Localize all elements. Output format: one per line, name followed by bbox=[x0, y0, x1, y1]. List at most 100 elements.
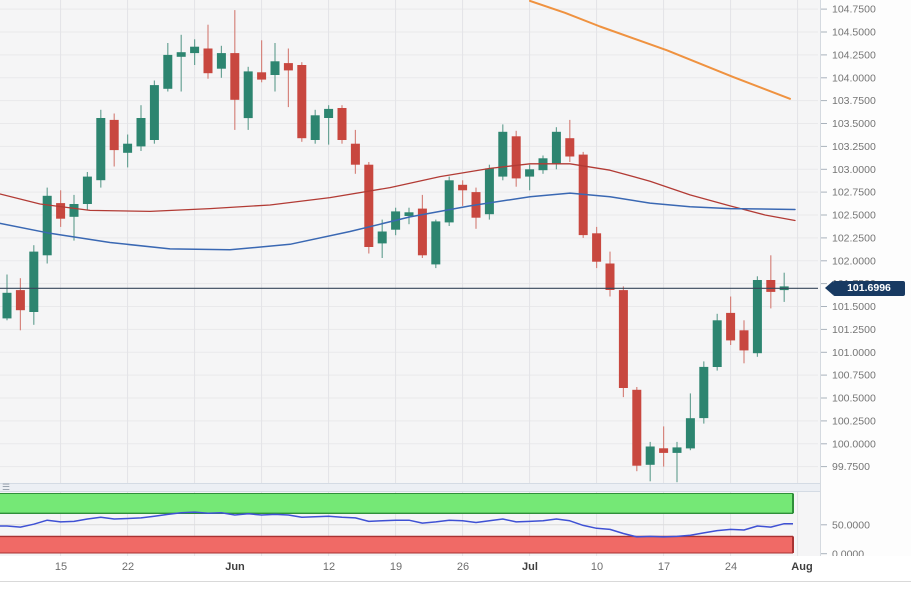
ma-blue-line bbox=[0, 192, 796, 251]
candle-body bbox=[659, 448, 669, 453]
candle[interactable] bbox=[109, 113, 119, 167]
candles[interactable] bbox=[2, 10, 789, 483]
candle-body bbox=[176, 52, 186, 57]
candle-body bbox=[458, 184, 468, 191]
candle-body bbox=[431, 221, 441, 265]
axis-label: Jul bbox=[522, 561, 538, 573]
candle[interactable] bbox=[364, 162, 374, 254]
candle-body bbox=[752, 280, 762, 354]
candle[interactable] bbox=[136, 105, 146, 151]
candle[interactable] bbox=[605, 251, 615, 297]
candle[interactable] bbox=[29, 245, 39, 325]
candle[interactable] bbox=[257, 40, 267, 83]
candle[interactable] bbox=[163, 43, 173, 92]
candle-body bbox=[672, 447, 682, 453]
candle[interactable] bbox=[203, 24, 213, 79]
candle-body bbox=[136, 118, 146, 147]
candle[interactable] bbox=[377, 219, 387, 258]
candle[interactable] bbox=[699, 361, 709, 424]
panel-separator[interactable] bbox=[0, 483, 820, 492]
candle-body bbox=[525, 169, 535, 177]
candle[interactable] bbox=[404, 207, 414, 225]
candle[interactable] bbox=[310, 109, 320, 144]
candle[interactable] bbox=[297, 62, 307, 142]
candle[interactable] bbox=[190, 39, 200, 65]
candle-body bbox=[149, 85, 159, 140]
candle[interactable] bbox=[69, 194, 79, 241]
candle[interactable] bbox=[525, 164, 535, 191]
candle-body bbox=[203, 48, 213, 74]
candle[interactable] bbox=[752, 276, 762, 357]
candle[interactable] bbox=[618, 286, 628, 398]
candle[interactable] bbox=[685, 393, 695, 451]
candle-body bbox=[511, 136, 521, 179]
candle[interactable] bbox=[324, 105, 334, 145]
candle[interactable] bbox=[337, 105, 347, 144]
axis-label: 104.0000 bbox=[832, 72, 876, 84]
candle[interactable] bbox=[739, 320, 749, 364]
axis-label: 103.0000 bbox=[832, 164, 876, 176]
candle[interactable] bbox=[417, 194, 427, 258]
candle[interactable] bbox=[551, 127, 561, 170]
axis-label: 102.0000 bbox=[832, 255, 876, 267]
candle[interactable] bbox=[511, 130, 521, 187]
candle[interactable] bbox=[243, 66, 253, 130]
candle[interactable] bbox=[444, 176, 454, 226]
candle-body bbox=[337, 108, 347, 140]
candle-body bbox=[618, 290, 628, 388]
candle-body bbox=[632, 389, 642, 466]
candle-body bbox=[109, 119, 119, 151]
candle[interactable] bbox=[216, 45, 226, 78]
candle[interactable] bbox=[96, 109, 106, 188]
candle[interactable] bbox=[149, 80, 159, 144]
candle-body bbox=[377, 231, 387, 244]
candle-body bbox=[257, 72, 267, 80]
candle[interactable] bbox=[498, 124, 508, 181]
candle-body bbox=[592, 233, 602, 262]
candle[interactable] bbox=[659, 426, 669, 467]
candle[interactable] bbox=[431, 219, 441, 269]
candle[interactable] bbox=[458, 180, 468, 206]
candle-body bbox=[270, 61, 280, 75]
overbought-band bbox=[0, 493, 793, 514]
candle[interactable] bbox=[632, 387, 642, 472]
candle[interactable] bbox=[592, 226, 602, 269]
candle[interactable] bbox=[672, 441, 682, 483]
indicator-menu-icon[interactable]: ☰ bbox=[2, 482, 11, 492]
candle[interactable] bbox=[350, 129, 360, 174]
candle[interactable] bbox=[766, 255, 776, 309]
candle[interactable] bbox=[645, 441, 655, 482]
axis-label: 100.0000 bbox=[832, 438, 876, 450]
candle[interactable] bbox=[712, 313, 722, 371]
oscillator-panel[interactable] bbox=[0, 493, 794, 554]
axis-label: 102.7500 bbox=[832, 187, 876, 199]
axis-label: 26 bbox=[457, 561, 469, 573]
candle-body bbox=[605, 263, 615, 290]
candle[interactable] bbox=[176, 34, 186, 92]
candle[interactable] bbox=[270, 43, 280, 92]
time-axis[interactable]: 15 22 Jun 12 19 26 Jul 10 17 24 Aug bbox=[0, 556, 911, 593]
candle-body bbox=[163, 54, 173, 89]
axis-label: 100.7500 bbox=[832, 370, 876, 382]
candle[interactable] bbox=[230, 10, 240, 130]
candle[interactable] bbox=[15, 278, 25, 331]
axis-label: 103.5000 bbox=[832, 118, 876, 130]
candle[interactable] bbox=[726, 296, 736, 346]
candle[interactable] bbox=[484, 164, 494, 220]
ma-red-line bbox=[0, 163, 796, 222]
candle-body bbox=[726, 312, 736, 341]
candle[interactable] bbox=[56, 190, 66, 227]
candle-body bbox=[712, 320, 722, 367]
price-chart-area[interactable] bbox=[0, 0, 820, 483]
candle[interactable] bbox=[42, 187, 52, 264]
candle-body bbox=[645, 446, 655, 465]
candle[interactable] bbox=[2, 274, 12, 321]
candle[interactable] bbox=[283, 48, 293, 108]
candle-body bbox=[216, 53, 226, 69]
candle-body bbox=[364, 164, 374, 247]
candle[interactable] bbox=[565, 119, 575, 162]
axis-label: 15 bbox=[55, 561, 67, 573]
candle[interactable] bbox=[123, 134, 133, 168]
candle[interactable] bbox=[82, 172, 92, 211]
